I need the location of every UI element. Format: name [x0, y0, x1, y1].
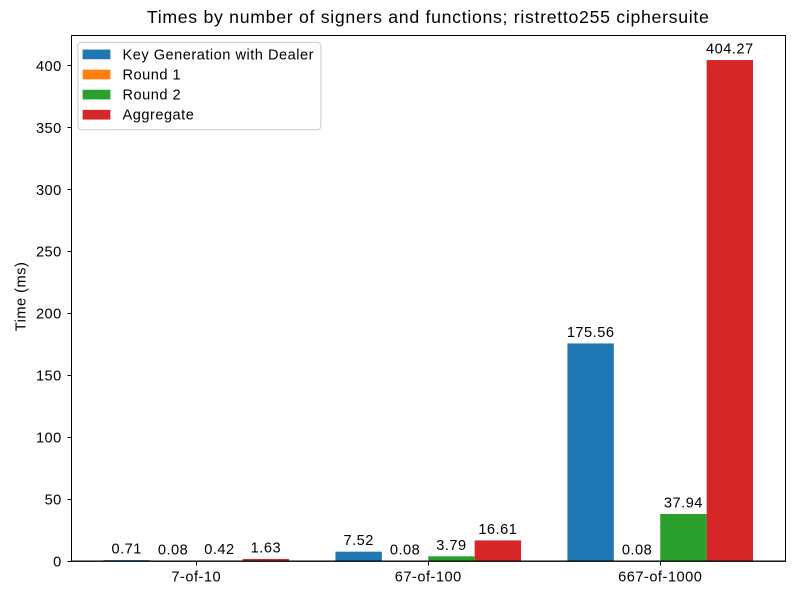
svg-text:Key Generation with Dealer: Key Generation with Dealer — [123, 47, 314, 63]
svg-text:175.56: 175.56 — [567, 325, 615, 341]
svg-text:Time (ms): Time (ms) — [13, 262, 29, 332]
svg-text:150: 150 — [36, 369, 62, 385]
svg-text:0.08: 0.08 — [158, 542, 188, 558]
svg-text:0.71: 0.71 — [111, 542, 141, 558]
svg-text:1.63: 1.63 — [251, 540, 281, 556]
svg-text:Round 2: Round 2 — [123, 88, 182, 104]
svg-text:7-of-10: 7-of-10 — [171, 570, 221, 586]
svg-text:3.79: 3.79 — [436, 538, 466, 554]
svg-text:404.27: 404.27 — [706, 42, 754, 58]
svg-text:0: 0 — [53, 555, 62, 571]
svg-text:16.61: 16.61 — [478, 522, 517, 538]
svg-text:Times by number of signers and: Times by number of signers and functions… — [147, 7, 710, 27]
svg-text:67-of-100: 67-of-100 — [395, 570, 462, 586]
svg-text:Aggregate: Aggregate — [123, 108, 195, 124]
svg-text:250: 250 — [36, 245, 62, 261]
svg-text:0.08: 0.08 — [622, 542, 652, 558]
svg-text:300: 300 — [36, 183, 62, 199]
svg-text:37.94: 37.94 — [664, 495, 703, 511]
svg-text:0.08: 0.08 — [390, 542, 420, 558]
svg-text:200: 200 — [36, 307, 62, 323]
svg-text:50: 50 — [45, 493, 62, 509]
svg-text:350: 350 — [36, 121, 62, 137]
svg-text:7.52: 7.52 — [343, 533, 373, 549]
svg-text:400: 400 — [36, 59, 62, 75]
svg-text:667-of-1000: 667-of-1000 — [618, 570, 702, 586]
svg-text:100: 100 — [36, 431, 62, 447]
svg-text:Round 1: Round 1 — [123, 68, 182, 84]
svg-text:0.42: 0.42 — [204, 542, 234, 558]
